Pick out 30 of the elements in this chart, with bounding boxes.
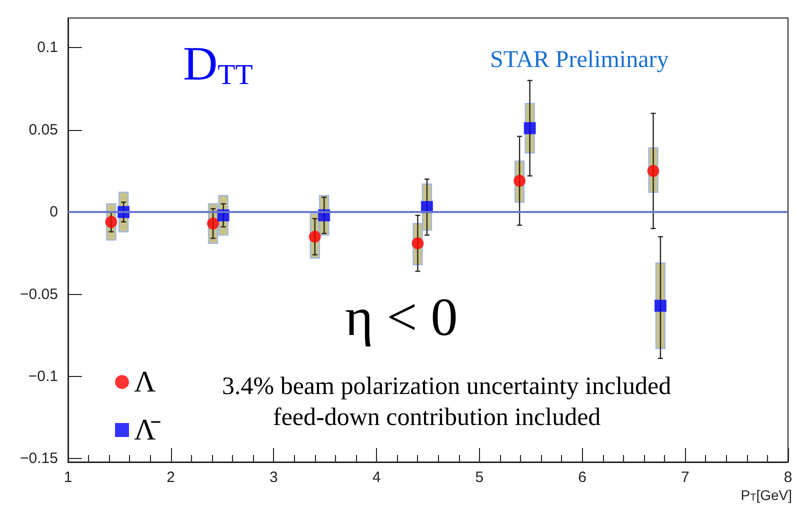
x-tick-label: 7 [680, 469, 690, 486]
point [207, 218, 220, 230]
x-tick-label: 3 [270, 469, 278, 486]
point [647, 164, 660, 177]
y-tick-label: −0.1 [28, 368, 58, 385]
x-tick-label: 2 [166, 469, 176, 486]
annotation: 3.4% beam polarization uncertainty included [222, 373, 672, 400]
annotation: η < 0 [345, 287, 458, 347]
point [105, 216, 118, 228]
x-tick-label: 4 [372, 469, 381, 486]
legend-label: Λ̄ [134, 414, 161, 446]
point [412, 237, 424, 250]
annotation: STAR Preliminary [490, 47, 669, 73]
x-tick-label: 5 [475, 469, 484, 486]
point [308, 230, 321, 243]
point [524, 122, 536, 134]
y-tick-label: 0.1 [37, 39, 58, 56]
annotation: DTT [183, 38, 254, 91]
legend-label: Λ [134, 366, 156, 398]
x-tick-label: 1 [64, 469, 72, 486]
y-tick-label: −0.05 [20, 286, 58, 303]
x-axis-title: PT[GeV] [740, 487, 792, 504]
point [514, 174, 526, 187]
point [654, 300, 666, 312]
y-tick-label: 0.05 [28, 121, 58, 138]
x-tick-label: 8 [784, 469, 792, 486]
y-tick-label: −0.15 [20, 450, 58, 468]
y-tick-label: 0 [50, 204, 58, 221]
annotation: feed-down contribution included [273, 404, 602, 431]
x-tick-label: 6 [578, 469, 586, 486]
